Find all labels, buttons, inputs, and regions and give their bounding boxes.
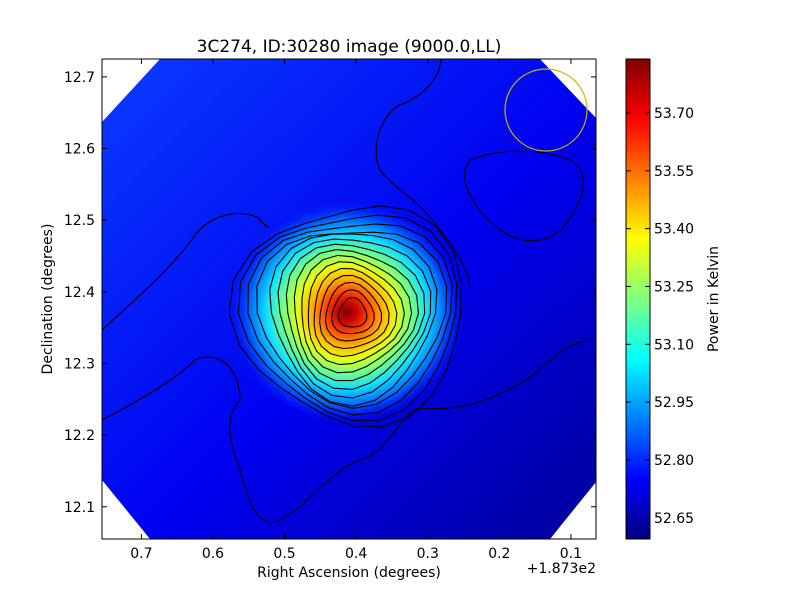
contour-ring <box>293 249 419 382</box>
colorbar-tick-label: 53.25 <box>654 279 694 295</box>
x-axis-offset-label: +1.873e2 <box>527 561 596 577</box>
colorbar-ticks: 52.65 52.80 52.95 53.10 53.25 53.40 53.55 53.70 <box>626 106 694 527</box>
colorbar-tick-label: 53.70 <box>654 106 694 122</box>
contour-ring <box>237 214 458 422</box>
x-tick-label: 0.3 <box>417 546 439 562</box>
y-tick-label: 12.2 <box>64 428 95 444</box>
colorbar-tick-label: 52.80 <box>654 453 694 469</box>
y-tick-label: 12.5 <box>64 213 95 229</box>
contour-ring <box>337 296 368 328</box>
colorbar <box>625 58 651 540</box>
contour-outer-south <box>102 340 596 523</box>
y-axis-ticks: 12.1 12.2 12.3 12.4 12.5 12.6 12.7 <box>64 70 596 516</box>
chart-title: 3C274, ID:30280 image (9000.0,LL) <box>197 37 502 57</box>
x-tick-label: 0.6 <box>202 546 224 562</box>
contour-ring <box>277 238 432 399</box>
contour-outer-north <box>375 59 471 291</box>
contour-ring <box>256 231 448 409</box>
plot-frame <box>101 58 597 540</box>
colorbar-tick-label: 52.65 <box>654 511 694 527</box>
contour-ring <box>313 267 398 358</box>
x-tick-label: 0.1 <box>560 546 582 562</box>
beam-circle <box>504 68 588 152</box>
contour-ring <box>307 261 405 366</box>
contour-outer-west <box>102 212 269 331</box>
x-axis-label: Right Ascension (degrees) <box>257 565 441 581</box>
plot-area <box>102 59 596 539</box>
contour-ring <box>269 233 438 407</box>
y-tick-label: 12.7 <box>64 70 95 86</box>
colorbar-tick-label: 52.95 <box>654 395 694 411</box>
contour-ring <box>301 254 413 374</box>
contour-ring <box>247 223 453 416</box>
y-tick-label: 12.1 <box>64 500 95 516</box>
y-tick-label: 12.4 <box>64 285 95 301</box>
contour-ring <box>228 205 462 428</box>
contour-ring <box>331 289 375 335</box>
y-tick-label: 12.3 <box>64 356 95 372</box>
x-tick-label: 0.2 <box>488 546 510 562</box>
contour-ring <box>324 281 382 342</box>
contour-lines <box>102 59 596 523</box>
colorbar-label: Power in Kelvin <box>706 246 722 352</box>
contour-ring <box>319 274 390 350</box>
contour-ring <box>285 243 426 390</box>
contour-northeast-blob <box>464 150 584 242</box>
y-tick-label: 12.6 <box>64 142 95 158</box>
colorbar-tick-label: 53.10 <box>654 337 694 353</box>
y-axis-label: Declination (degrees) <box>40 224 56 375</box>
x-axis-ticks: 0.7 0.6 0.5 0.4 0.3 0.2 0.1 <box>130 59 582 562</box>
x-tick-label: 0.7 <box>130 546 152 562</box>
x-tick-label: 0.4 <box>345 546 367 562</box>
x-tick-label: 0.5 <box>273 546 295 562</box>
colorbar-tick-label: 53.55 <box>654 164 694 180</box>
colorbar-tick-label: 53.40 <box>654 222 694 238</box>
